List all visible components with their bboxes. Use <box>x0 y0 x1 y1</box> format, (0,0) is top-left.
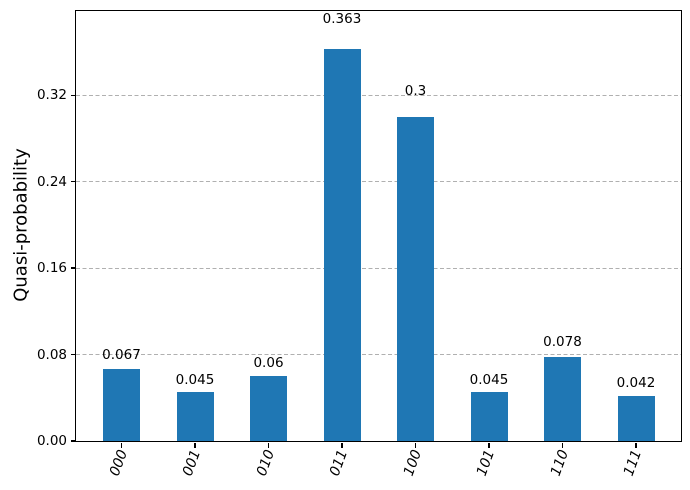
x-tick <box>414 442 417 448</box>
bar-value-label: 0.363 <box>322 11 362 28</box>
bar-value-label: 0.042 <box>616 375 656 392</box>
bar <box>470 392 508 441</box>
x-tick <box>341 442 343 448</box>
x-tick-label: 100 <box>400 447 425 479</box>
x-tick <box>561 442 564 448</box>
bar <box>617 395 655 441</box>
gridline <box>76 353 681 356</box>
y-tick-label: 0.32 <box>36 87 67 104</box>
x-tick <box>635 442 637 448</box>
y-tick <box>71 181 76 183</box>
bar-value-label: 0.067 <box>102 346 141 363</box>
x-tick <box>488 442 490 448</box>
y-tick-label: 0.00 <box>36 433 67 449</box>
bar-value-label: 0.045 <box>469 371 509 388</box>
bar-value-label: 0.3 <box>404 82 427 99</box>
x-tick <box>267 442 270 448</box>
bar-value-label: 0.045 <box>175 371 215 388</box>
bar <box>250 376 287 441</box>
x-tick-label: 101 <box>473 447 499 479</box>
gridline <box>76 181 681 183</box>
x-tick <box>120 442 123 448</box>
y-tick <box>71 353 76 356</box>
plot-area: 0.00 0.08 0.16 0.24 0.32 0.067 000 0.045 001 0.06… <box>37 10 682 478</box>
x-tick-label: 011 <box>326 447 352 479</box>
bar-value-label: 0.06 <box>253 354 284 371</box>
bar-value-label: 0.078 <box>543 334 582 351</box>
y-tick-label: 0.16 <box>36 260 67 277</box>
x-tick <box>194 442 196 448</box>
y-tick-label: 0.08 <box>36 346 67 363</box>
gridline <box>76 267 681 269</box>
bar <box>397 116 434 441</box>
x-tick-label: 111 <box>620 447 646 479</box>
y-axis-title: Quasi-probability <box>10 148 32 302</box>
bar <box>176 392 214 441</box>
x-tick-label: 001 <box>179 447 205 479</box>
x-tick-label: 000 <box>106 447 131 479</box>
y-tick-label: 0.24 <box>36 173 67 190</box>
x-tick-label: 110 <box>547 447 572 479</box>
y-tick <box>71 267 76 269</box>
x-tick-label: 010 <box>253 447 278 479</box>
bar <box>103 368 140 441</box>
bar <box>544 356 581 441</box>
bar <box>323 48 361 441</box>
y-tick <box>71 440 76 442</box>
gridline <box>76 94 681 96</box>
y-tick <box>71 94 76 96</box>
